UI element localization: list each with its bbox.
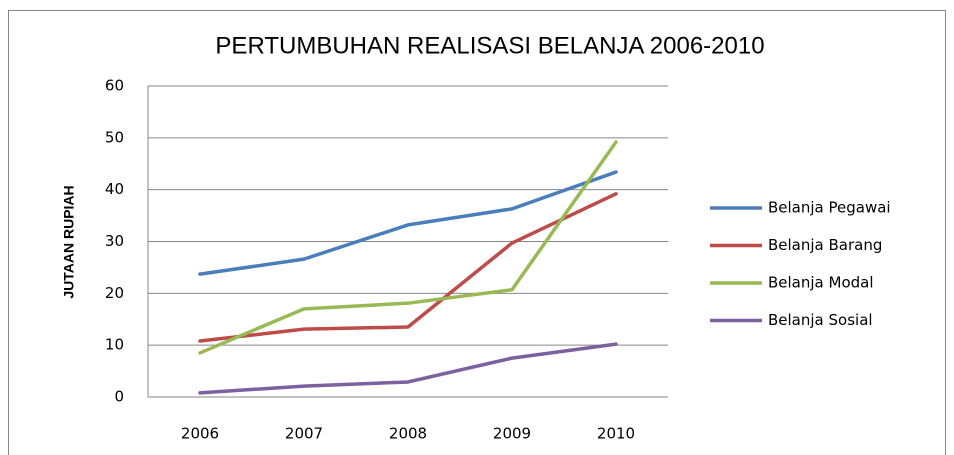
y-tick-label: 50 [105, 128, 124, 146]
series-line [198, 342, 618, 395]
y-tick-label: 30 [105, 232, 124, 250]
legend-label: Belanja Modal [768, 274, 874, 292]
y-tick-label: 20 [105, 284, 124, 302]
x-tick-label: 2006 [181, 425, 219, 443]
series-line [198, 192, 618, 343]
x-tick-label: 2010 [597, 425, 635, 443]
series-line [198, 140, 618, 355]
x-tick-label: 2009 [493, 425, 531, 443]
chart-border [8, 10, 946, 455]
y-tick-label: 0 [114, 388, 124, 406]
legend-label: Belanja Sosial [768, 311, 873, 329]
y-tick-label: 10 [105, 336, 124, 354]
legend-label: Belanja Pegawai [768, 199, 891, 217]
x-tick-label: 2007 [285, 425, 323, 443]
y-tick-label: 40 [105, 180, 124, 198]
y-axis-label: JUTAAN RUPIAH [61, 185, 77, 298]
x-tick-label: 2008 [389, 425, 427, 443]
y-tick-label: 60 [105, 77, 124, 95]
series-line [198, 170, 618, 276]
legend-label: Belanja Barang [768, 236, 882, 254]
chart-title: PERTUMBUHAN REALISASI BELANJA 2006-2010 [215, 32, 764, 59]
